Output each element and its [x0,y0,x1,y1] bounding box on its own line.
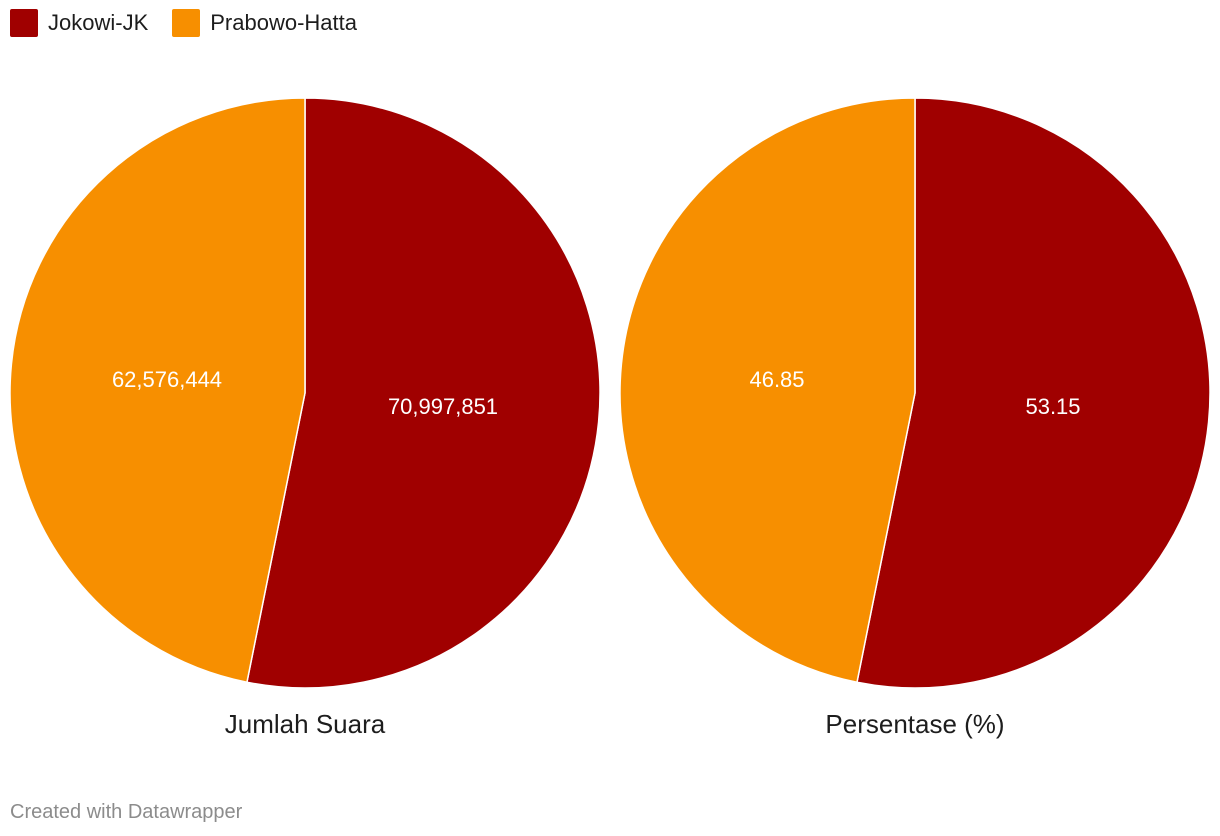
pie-chart-title: Persentase (%) [825,709,1004,739]
legend-label-jokowi-jk: Jokowi-JK [48,10,149,35]
pie-chart-persentase: 53.15 46.85 Persentase (%) [619,97,1211,739]
pie-chart-title: Jumlah Suara [225,709,386,739]
pie-slice-jokowi-jk [856,97,1211,689]
pie-chart-jumlah-suara: 70,997,851 62,576,444 Jumlah Suara [9,97,601,739]
legend-label-prabowo-hatta: Prabowo-Hatta [210,10,357,35]
chart-legend: Jokowi-JK Prabowo-Hatta [10,8,357,38]
pie-slice-prabowo-hatta [619,97,916,683]
legend-swatch-jokowi-jk [10,9,38,37]
pie-slice-label-jokowi-jk: 53.15 [1025,394,1080,419]
legend-item-prabowo-hatta: Prabowo-Hatta [172,8,357,38]
legend-item-jokowi-jk: Jokowi-JK [10,8,148,38]
legend-swatch-prabowo-hatta [172,9,201,37]
footer-credit: Created with Datawrapper [10,801,243,823]
pie-slice-prabowo-hatta [9,97,306,683]
pie-slice-label-prabowo-hatta: 46.85 [749,367,804,392]
pie-slice-label-jokowi-jk: 70,997,851 [388,394,498,419]
pie-slice-label-prabowo-hatta: 62,576,444 [112,367,222,392]
pie-slice-jokowi-jk [246,97,601,689]
